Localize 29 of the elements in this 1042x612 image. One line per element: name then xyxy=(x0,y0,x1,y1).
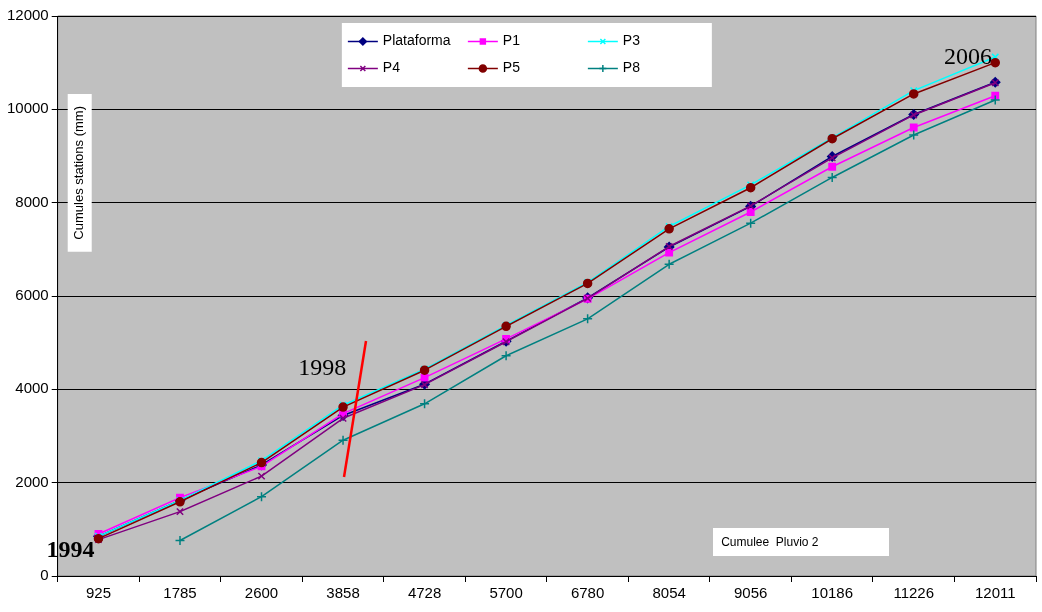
y-axis-title: Cumules stations (mm) xyxy=(71,106,87,240)
x-tick-label: 9056 xyxy=(733,584,768,602)
x-tick-label: 11226 xyxy=(893,584,935,602)
y-tick-label: 2000 xyxy=(15,472,49,490)
x-tick-label: 4728 xyxy=(407,584,442,602)
x-tick-label: 8054 xyxy=(652,584,686,602)
annotation: 2006 xyxy=(943,43,992,70)
x-tick-label: 12011 xyxy=(974,584,1016,602)
x-tick-label: 6780 xyxy=(570,584,605,602)
legend-label: Plataforma xyxy=(382,32,451,49)
y-tick-label: 10000 xyxy=(6,99,49,117)
y-tick-label: 12000 xyxy=(6,6,49,24)
x-tick-label: 2600 xyxy=(244,584,279,602)
legend-label: P4 xyxy=(382,59,401,76)
legend-label: P1 xyxy=(502,32,521,49)
legend-label: P3 xyxy=(622,32,641,49)
text-box: Cumulee Pluvio 2 xyxy=(713,528,889,556)
y-tick-label: 8000 xyxy=(15,192,49,210)
legend-label: P5 xyxy=(502,59,521,76)
x-tick-label: 10186 xyxy=(811,584,854,602)
x-tick-label: 5700 xyxy=(489,584,523,602)
y-tick-label: 6000 xyxy=(15,286,49,304)
annotation: 1998 xyxy=(298,354,347,381)
legend-label: P8 xyxy=(622,59,641,76)
x-tick-label: 925 xyxy=(85,584,111,602)
y-tick-label: 4000 xyxy=(15,379,49,397)
y-tick-label: 0 xyxy=(40,566,49,584)
x-tick-label: 1785 xyxy=(163,584,197,602)
x-tick-label: 3858 xyxy=(326,584,360,602)
